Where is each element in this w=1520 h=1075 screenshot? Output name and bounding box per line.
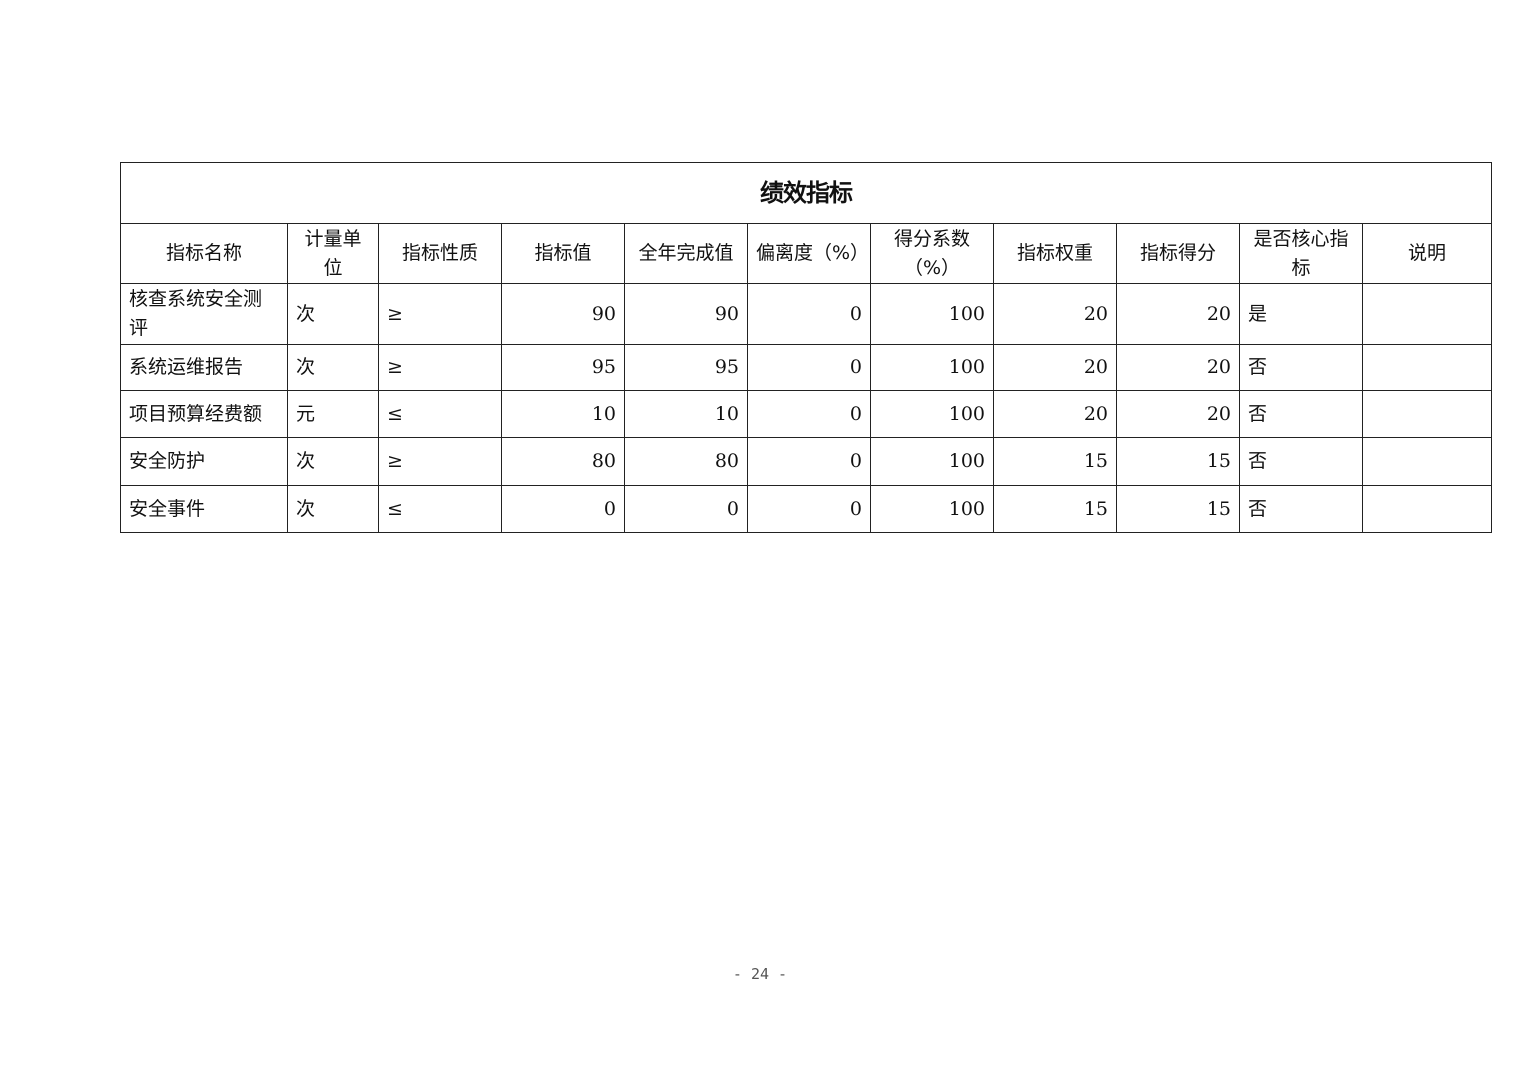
- column-header: 指标名称: [120, 223, 288, 284]
- table-cell: 次: [287, 344, 379, 391]
- table-cell: 0: [747, 344, 871, 391]
- table-cell: 核查系统安全测评: [120, 283, 288, 345]
- table-cell: 否: [1239, 390, 1363, 438]
- table-cell: 95: [624, 344, 748, 391]
- table-cell: 90: [624, 283, 748, 345]
- column-header: 偏离度（%）: [747, 223, 871, 284]
- column-header: 指标值: [501, 223, 625, 284]
- table-cell: 系统运维报告: [120, 344, 288, 391]
- performance-indicators-table: 绩效指标 指标名称 计量单位 指标性质 指标值 全年完成值 偏离度（%） 得分系数（%） 指标…: [119, 162, 1493, 533]
- table-cell: 是: [1239, 283, 1363, 345]
- column-header: 指标权重: [993, 223, 1117, 284]
- table-row: 核查系统安全测评次 ≥90 90 0 100 20 20 是: [120, 283, 1493, 345]
- table-cell: 项目预算经费额: [120, 390, 288, 438]
- table-cell: 0: [747, 485, 871, 533]
- table-cell: 次: [287, 485, 379, 533]
- table-cell: 15: [993, 437, 1117, 486]
- table-row: 安全防护次 ≥80 80 0 100 15 15 否: [120, 437, 1493, 486]
- table-cell: 0: [747, 390, 871, 438]
- table-cell: 100: [870, 390, 994, 438]
- table-cell: 安全事件: [120, 485, 288, 533]
- column-header: 说明: [1361, 223, 1493, 284]
- table-cell: [1361, 390, 1493, 438]
- column-header: 计量单位: [287, 223, 379, 284]
- table-cell: 15: [1116, 437, 1240, 486]
- table-cell: 100: [870, 437, 994, 486]
- table-cell: 100: [870, 344, 994, 391]
- page-number: - 24 -: [732, 965, 788, 983]
- table-cell: 100: [870, 485, 994, 533]
- column-header: 指标得分: [1116, 223, 1240, 284]
- table-row: 项目预算经费额元 ≤10 10 0 100 20 20 否: [120, 390, 1493, 438]
- table-cell: [1361, 437, 1493, 486]
- column-header: 全年完成值: [624, 223, 748, 284]
- column-header: 是否核心指标: [1239, 223, 1363, 284]
- table-cell: 0: [747, 437, 871, 486]
- table-cell: 15: [1116, 485, 1240, 533]
- table-cell: 10: [624, 390, 748, 438]
- table-cell: ≤: [378, 485, 502, 533]
- table-cell: 0: [747, 283, 871, 345]
- table-title: 绩效指标: [119, 162, 1493, 224]
- table-cell: 否: [1239, 485, 1363, 533]
- table-cell: 95: [501, 344, 625, 391]
- table-cell: ≥: [378, 437, 502, 486]
- table-cell: ≤: [378, 390, 502, 438]
- table-cell: 次: [287, 283, 379, 345]
- table-cell: ≥: [378, 283, 502, 345]
- column-header: 指标性质: [378, 223, 502, 284]
- table-cell: 20: [993, 390, 1117, 438]
- table-row: 系统运维报告次 ≥95 95 0 100 20 20 否: [120, 344, 1493, 391]
- table-cell: [1361, 485, 1493, 533]
- table-cell: 20: [1116, 283, 1240, 345]
- table-cell: 80: [624, 437, 748, 486]
- table-cell: 10: [501, 390, 625, 438]
- table-cell: 次: [287, 437, 379, 486]
- table-cell: 否: [1239, 344, 1363, 391]
- table-cell: 20: [1116, 390, 1240, 438]
- table-cell: 80: [501, 437, 625, 486]
- table-cell: 0: [501, 485, 625, 533]
- table-cell: [1361, 344, 1493, 391]
- table-cell: 15: [993, 485, 1117, 533]
- table-cell: 100: [870, 283, 994, 345]
- table-cell: 元: [287, 390, 379, 438]
- table-row: 安全事件次 ≤0 0 0 100 15 15 否: [120, 485, 1493, 533]
- table-cell: 20: [1116, 344, 1240, 391]
- table-cell: 90: [501, 283, 625, 345]
- table-cell: 否: [1239, 437, 1363, 486]
- table-cell: ≥: [378, 344, 502, 391]
- table-cell: 20: [993, 283, 1117, 345]
- table-cell: 安全防护: [120, 437, 288, 486]
- column-header: 得分系数（%）: [870, 223, 994, 284]
- table-cell: 20: [993, 344, 1117, 391]
- table-cell: [1361, 283, 1493, 345]
- table-cell: 0: [624, 485, 748, 533]
